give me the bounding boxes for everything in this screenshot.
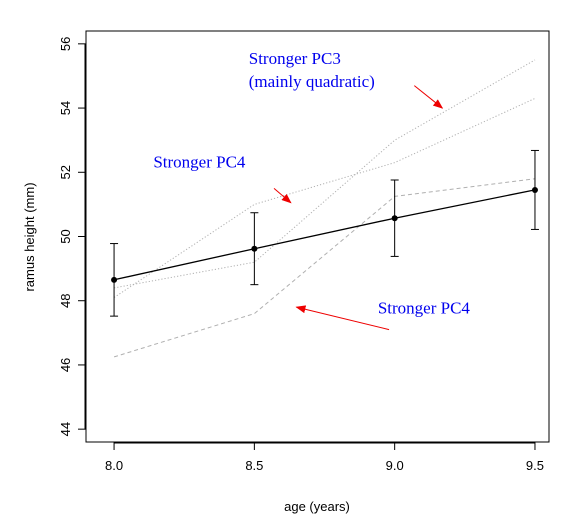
x-tick-label: 8.5 xyxy=(245,458,263,473)
axes-group: 8.0 8.5 9.0 9.5 44 46 48 50 52 54 56 xyxy=(58,37,544,473)
mean-point xyxy=(251,246,257,252)
series-group xyxy=(114,60,535,357)
annotation-text: Stronger PC4 xyxy=(153,152,246,171)
x-tick-label: 9.5 xyxy=(526,458,544,473)
annotation-arrow xyxy=(414,86,442,108)
x-tick-label: 9.0 xyxy=(386,458,404,473)
annotation-text: Stronger PC3 xyxy=(249,49,341,68)
x-axis-label: age (years) xyxy=(284,499,350,514)
y-tick-label: 48 xyxy=(58,293,73,307)
mean-point xyxy=(392,215,398,221)
y-axis-label: ramus height (mm) xyxy=(22,182,37,291)
mean-group xyxy=(110,150,539,316)
mean-line xyxy=(114,190,535,280)
series-line-3 xyxy=(114,98,535,297)
annotation-arrow xyxy=(296,307,389,329)
mean-point xyxy=(111,277,117,283)
annotation-arrow xyxy=(274,188,291,202)
y-tick-label: 52 xyxy=(58,165,73,179)
annotation-text: Stronger PC4 xyxy=(378,299,471,318)
series-line-2 xyxy=(114,60,535,288)
series-line-1 xyxy=(114,179,535,357)
y-tick-label: 54 xyxy=(58,101,73,115)
plot-frame xyxy=(86,31,549,442)
y-tick-label: 44 xyxy=(58,422,73,436)
y-tick-label: 46 xyxy=(58,358,73,372)
y-tick-label: 56 xyxy=(58,37,73,51)
y-tick-label: 50 xyxy=(58,229,73,243)
x-tick-label: 8.0 xyxy=(105,458,123,473)
mean-point xyxy=(532,187,538,193)
annotation-text: (mainly quadratic) xyxy=(249,72,375,91)
annotations-group: Stronger PC3 (mainly quadratic) Stronger P… xyxy=(153,49,470,330)
